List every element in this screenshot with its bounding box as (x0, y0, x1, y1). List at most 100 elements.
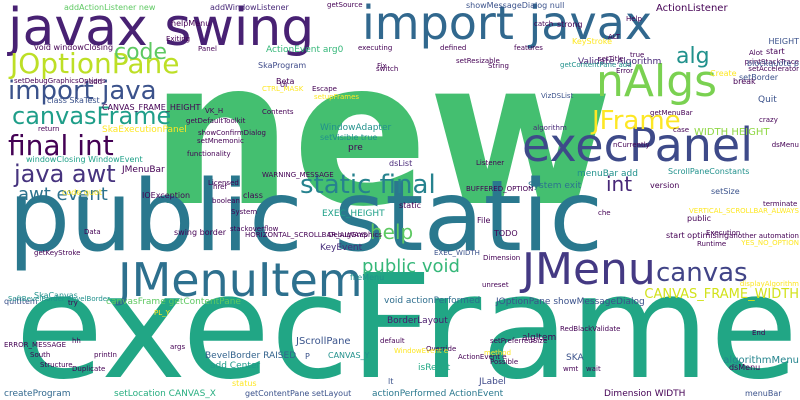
word: ActionEvent arg0 (266, 45, 344, 55)
word: Fix (377, 62, 387, 70)
word: ActionListener (656, 3, 728, 14)
word: public void (362, 256, 460, 277)
word: JOptionPane (10, 47, 180, 80)
word: Validate Algorithm (578, 57, 662, 67)
word: ActionEvent e (458, 353, 507, 361)
word: void windowClosing (34, 43, 114, 52)
word: End (752, 329, 766, 337)
word: Exiting (166, 35, 191, 43)
word: UI (280, 81, 288, 89)
word: code (114, 40, 168, 65)
word: setPreferredSize (490, 337, 548, 345)
word: quitItem (4, 297, 38, 306)
word: getContentPane add (560, 61, 632, 69)
word: HORIZONTAL_SCROLLBAR_ALWAYS (245, 231, 368, 239)
word: ERROR_MESSAGE (4, 341, 67, 349)
word: setResizable (456, 57, 500, 65)
word: Contents (262, 108, 294, 116)
word: SoftBevelBorder BevelBorder (8, 295, 110, 303)
word: Dimension WIDTH (604, 389, 686, 399)
word: System (231, 208, 258, 216)
word: BevelBorder RAISED (205, 351, 297, 361)
word: wait (586, 365, 601, 373)
word: EXEC_HEIGHT (322, 209, 385, 219)
word: Escape (312, 85, 337, 93)
word: add Center (210, 361, 261, 371)
word: canvasFrame (12, 102, 172, 130)
word: add (89, 78, 103, 86)
word: WindowAdapter (320, 123, 392, 133)
word: import javax (362, 0, 653, 50)
word: File (477, 216, 491, 225)
word: nCurrently (613, 141, 650, 149)
word: setBorder (739, 73, 779, 82)
word: code quot (62, 188, 103, 197)
word: South (30, 351, 51, 359)
word: return (38, 125, 60, 133)
word: execFrame (15, 243, 799, 400)
word: Licensed (208, 179, 239, 187)
word: setLocation CANVAS_X (114, 389, 216, 399)
word: boolean (212, 197, 240, 205)
word: setMnemonic (197, 137, 244, 145)
word: CTRL_MASK (262, 85, 304, 93)
word: args (170, 343, 186, 351)
word: true (630, 51, 645, 59)
word: WindowEvent e (394, 347, 449, 355)
word: blockquote p (747, 59, 799, 68)
word: Override (426, 345, 457, 353)
word: windowClosing WindowEvent (26, 155, 143, 164)
word: Help (626, 15, 642, 23)
word: public (687, 214, 712, 223)
word: wmt (563, 365, 579, 373)
word: setTitle (598, 55, 624, 63)
word: canvas (656, 258, 748, 288)
word: swing border (174, 228, 227, 237)
word: execPanel (522, 118, 753, 172)
word: static final (300, 170, 436, 200)
word: Create (710, 69, 737, 78)
word: addActionListener new (64, 3, 156, 12)
word: EXEC_WIDTH (434, 249, 480, 257)
word: JMenuItem (118, 253, 363, 307)
word: int (606, 172, 633, 196)
word: defined (440, 44, 467, 52)
word: BorderLayout (387, 316, 448, 326)
word: VERTICAL_SCROLLBAR_ALWAYS (689, 207, 799, 215)
word: setAccelerator (748, 65, 799, 73)
word: Quit (758, 95, 777, 105)
word: JLabel (479, 377, 506, 387)
word: Alot (749, 49, 763, 57)
word: createProgram (4, 389, 71, 399)
word: setVisible true (320, 133, 378, 142)
word: getDefaultToolkit (186, 117, 246, 125)
word: SkaCanvas (34, 291, 78, 300)
word: JMenu (522, 244, 656, 295)
word: SkaProgram (258, 61, 307, 70)
word: Structure (40, 361, 73, 369)
word: CANVAS_FRAME_WIDTH (644, 287, 799, 302)
word: ALT (608, 33, 621, 41)
word: Runtime (697, 240, 727, 248)
word: help (370, 220, 414, 244)
word: setDebugGraphicsOptions (14, 77, 106, 85)
word: getSource (327, 1, 363, 9)
word: alg (676, 44, 710, 69)
word: public static (8, 160, 604, 274)
word: VizDSList (541, 92, 574, 100)
word: Data (84, 228, 101, 236)
word: new (150, 18, 613, 251)
word: dsList (389, 159, 413, 168)
word: SKA (566, 353, 584, 363)
word: JOptionPane showMessageDialog (496, 297, 645, 307)
word: final int (8, 129, 114, 162)
word: awt event (18, 184, 108, 205)
word: import java (8, 76, 157, 106)
word: class SkaTest (47, 96, 100, 105)
word: pre (348, 143, 363, 153)
word: algorithmMenu (723, 355, 799, 366)
word: algItem (522, 333, 557, 343)
word: printStackTrace (744, 58, 799, 66)
word: features (514, 44, 543, 52)
word: Panel (198, 45, 217, 53)
